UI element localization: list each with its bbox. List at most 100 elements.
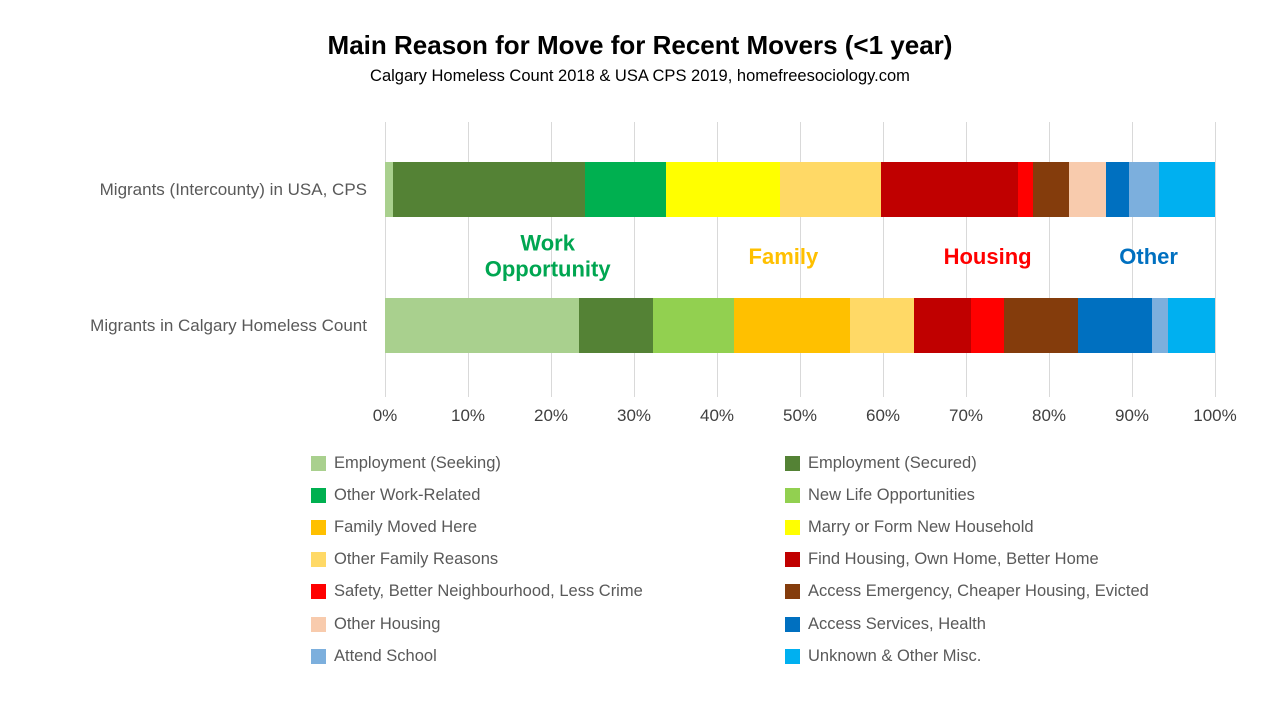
x-tick-50: 50% (782, 406, 818, 425)
legend-label-marry-or-form-new-household: Marry or Form New Household (808, 517, 1034, 536)
legend-item-access-services-health: Access Services, Health (785, 615, 1225, 634)
legend: Employment (Seeking) Employment (Secured)… (311, 447, 1225, 672)
bar-segment-find-housing-own-home-better-home (881, 162, 1019, 217)
bar-segment-safety-better-neighbourhood-less-crime (1018, 162, 1034, 217)
legend-swatch-unknown-other-misc (785, 648, 800, 664)
legend-label-employment-secured: Employment (Secured) (808, 453, 977, 472)
gridline-40 (717, 122, 718, 397)
legend-swatch-employment-secured (785, 455, 800, 471)
legend-item-other-work-related: Other Work-Related (311, 486, 785, 505)
x-tick-80: 80% (1031, 406, 1067, 425)
legend-item-employment-secured: Employment (Secured) (785, 454, 1225, 473)
legend-item-marry-or-form-new-household: Marry or Form New Household (785, 518, 1225, 537)
legend-item-other-housing: Other Housing (311, 615, 785, 634)
bar-segment-attend-school (1151, 298, 1169, 353)
bar-segment-access-services-health (1077, 298, 1152, 353)
bar-segment-access-services-health (1106, 162, 1130, 217)
bar-calgary-homeless-count (385, 298, 1215, 353)
bar-usa-cps (385, 162, 1215, 217)
gridline-0 (385, 122, 386, 397)
group-label-family: Family (748, 243, 819, 269)
bar-segment-new-life-opportunities (653, 298, 735, 353)
x-tick-10: 10% (450, 406, 486, 425)
bar-segment-employment-secured (393, 162, 586, 217)
gridline-10 (468, 122, 469, 397)
group-label-work-opportunity: Work Opportunity (484, 230, 611, 282)
x-axis: 0% 10% 20% 30% 40% 50% 60% 70% 80% 90% 100% (373, 406, 1237, 430)
x-tick-30: 30% (616, 406, 652, 425)
group-label-other: Other (1119, 243, 1178, 269)
legend-swatch-find-housing-own-home-better-home (785, 552, 800, 568)
group-labels: Work Opportunity Family Housing Other (385, 225, 1215, 289)
gridline-90 (1132, 122, 1133, 397)
bar-segment-access-emergency-cheaper-housing-evicted (1004, 298, 1078, 353)
legend-swatch-marry-or-form-new-household (785, 519, 800, 535)
gridline-30 (634, 122, 635, 397)
legend-swatch-other-work-related (311, 487, 326, 503)
gridline-20 (551, 122, 552, 397)
legend-item-new-life-opportunities: New Life Opportunities (785, 486, 1225, 505)
legend-item-safety-better-neighbourhood-less-crime: Safety, Better Neighbourhood, Less Crime (311, 582, 785, 601)
chart-subtitle: Calgary Homeless Count 2018 & USA CPS 20… (370, 67, 910, 85)
legend-swatch-access-services-health (785, 616, 800, 632)
legend-label-find-housing-own-home-better-home: Find Housing, Own Home, Better Home (808, 550, 1099, 569)
legend-label-other-family-reasons: Other Family Reasons (334, 550, 499, 569)
bar-segment-other-family-reasons (780, 162, 882, 217)
bar-segment-unknown-other-misc (1168, 298, 1215, 353)
legend-swatch-new-life-opportunities (785, 487, 800, 503)
x-tick-0: 0% (372, 406, 398, 425)
legend-label-employment-seeking: Employment (Seeking) (334, 453, 501, 472)
legend-swatch-family-moved-here (311, 519, 326, 535)
legend-item-find-housing-own-home-better-home: Find Housing, Own Home, Better Home (785, 550, 1225, 569)
bar-segment-safety-better-neighbourhood-less-crime (970, 298, 1005, 353)
bar-segment-attend-school (1129, 162, 1160, 217)
legend-item-access-emergency-cheaper-housing-evicted: Access Emergency, Cheaper Housing, Evict… (785, 582, 1225, 601)
bar-segment-find-housing-own-home-better-home (913, 298, 971, 353)
legend-label-other-housing: Other Housing (334, 614, 441, 633)
chart-title: Main Reason for Move for Recent Movers (… (327, 30, 953, 60)
x-tick-40: 40% (699, 406, 735, 425)
x-tick-20: 20% (533, 406, 569, 425)
legend-item-unknown-other-misc: Unknown & Other Misc. (785, 647, 1225, 666)
bar-segment-employment-seeking (385, 162, 394, 217)
bar-segment-access-emergency-cheaper-housing-evicted (1033, 162, 1069, 217)
bar-segment-other-work-related (585, 162, 667, 217)
bar-segment-other-family-reasons (849, 298, 914, 353)
gridline-80 (1049, 122, 1050, 397)
gridline-60 (883, 122, 884, 397)
legend-swatch-employment-seeking (311, 455, 326, 471)
bar-segment-family-moved-here (734, 298, 850, 353)
legend-label-unknown-other-misc: Unknown & Other Misc. (808, 646, 982, 665)
legend-swatch-other-housing (311, 616, 326, 632)
x-tick-100: 100% (1193, 406, 1237, 425)
row-labels: Migrants (Intercounty) in USA, CPS Migran… (0, 122, 375, 397)
legend-label-family-moved-here: Family Moved Here (334, 517, 478, 536)
x-tick-90: 90% (1114, 406, 1150, 425)
group-label-housing: Housing (943, 243, 1032, 269)
row-label-migrants-intercounty-in-usa-cps: Migrants (Intercounty) in USA, CPS (99, 179, 367, 199)
legend-item-other-family-reasons: Other Family Reasons (311, 550, 785, 569)
x-tick-60: 60% (865, 406, 901, 425)
legend-swatch-safety-better-neighbourhood-less-crime (311, 584, 326, 600)
gridline-50 (800, 122, 801, 397)
legend-item-employment-seeking: Employment (Seeking) (311, 454, 785, 473)
legend-item-family-moved-here: Family Moved Here (311, 518, 785, 537)
legend-label-access-emergency-cheaper-housing-evicted: Access Emergency, Cheaper Housing, Evict… (808, 582, 1149, 601)
legend-swatch-attend-school (311, 648, 326, 664)
legend-label-attend-school: Attend School (334, 646, 437, 665)
bar-segment-employment-seeking (385, 298, 580, 353)
legend-item-attend-school: Attend School (311, 647, 785, 666)
bar-segment-other-housing (1068, 162, 1107, 217)
bar-segment-marry-or-form-new-household (666, 162, 781, 217)
bar-segment-employment-secured (579, 298, 654, 353)
gridline-100 (1215, 122, 1216, 397)
gridline-70 (966, 122, 967, 397)
bar-segment-unknown-other-misc (1159, 162, 1215, 217)
legend-swatch-access-emergency-cheaper-housing-evicted (785, 584, 800, 600)
row-label-migrants-in-calgary-homeless-count: Migrants in Calgary Homeless Count (90, 315, 367, 335)
plot-area: Work Opportunity Family Housing Other (385, 122, 1216, 397)
legend-label-other-work-related: Other Work-Related (334, 485, 481, 504)
legend-label-access-services-health: Access Services, Health (808, 614, 986, 633)
legend-label-safety-better-neighbourhood-less-crime: Safety, Better Neighbourhood, Less Crime (334, 582, 643, 601)
